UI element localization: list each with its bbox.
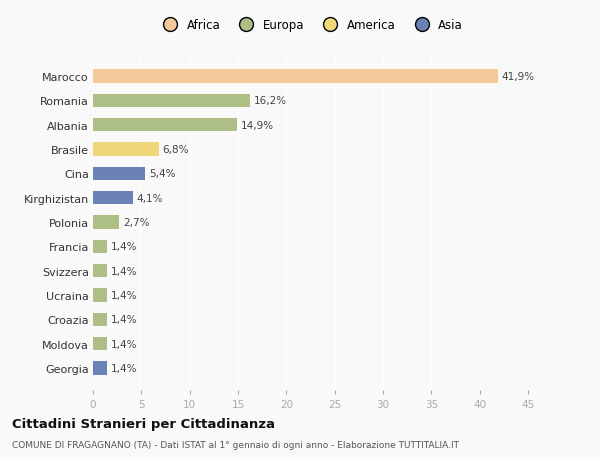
Bar [93, 192, 133, 205]
Text: 5,4%: 5,4% [149, 169, 176, 179]
Text: 6,8%: 6,8% [163, 145, 189, 155]
Text: 41,9%: 41,9% [502, 72, 535, 82]
Bar [93, 264, 107, 278]
Text: 1,4%: 1,4% [110, 242, 137, 252]
Bar [93, 240, 107, 253]
Bar [93, 362, 107, 375]
Text: Cittadini Stranieri per Cittadinanza: Cittadini Stranieri per Cittadinanza [12, 417, 275, 430]
Text: COMUNE DI FRAGAGNANO (TA) - Dati ISTAT al 1° gennaio di ogni anno - Elaborazione: COMUNE DI FRAGAGNANO (TA) - Dati ISTAT a… [12, 441, 459, 449]
Bar [93, 168, 145, 181]
Text: 1,4%: 1,4% [110, 363, 137, 373]
Text: 1,4%: 1,4% [110, 315, 137, 325]
Text: 16,2%: 16,2% [253, 96, 287, 106]
Bar [93, 143, 159, 157]
Bar [93, 313, 107, 326]
Bar [93, 70, 498, 84]
Bar [93, 95, 250, 108]
Text: 4,1%: 4,1% [137, 193, 163, 203]
Bar [93, 216, 119, 230]
Bar [93, 119, 237, 132]
Text: 1,4%: 1,4% [110, 291, 137, 301]
Text: 1,4%: 1,4% [110, 266, 137, 276]
Text: 1,4%: 1,4% [110, 339, 137, 349]
Legend: Africa, Europa, America, Asia: Africa, Europa, America, Asia [154, 14, 467, 36]
Text: 2,7%: 2,7% [123, 218, 149, 228]
Bar [93, 289, 107, 302]
Bar [93, 337, 107, 351]
Text: 14,9%: 14,9% [241, 121, 274, 130]
